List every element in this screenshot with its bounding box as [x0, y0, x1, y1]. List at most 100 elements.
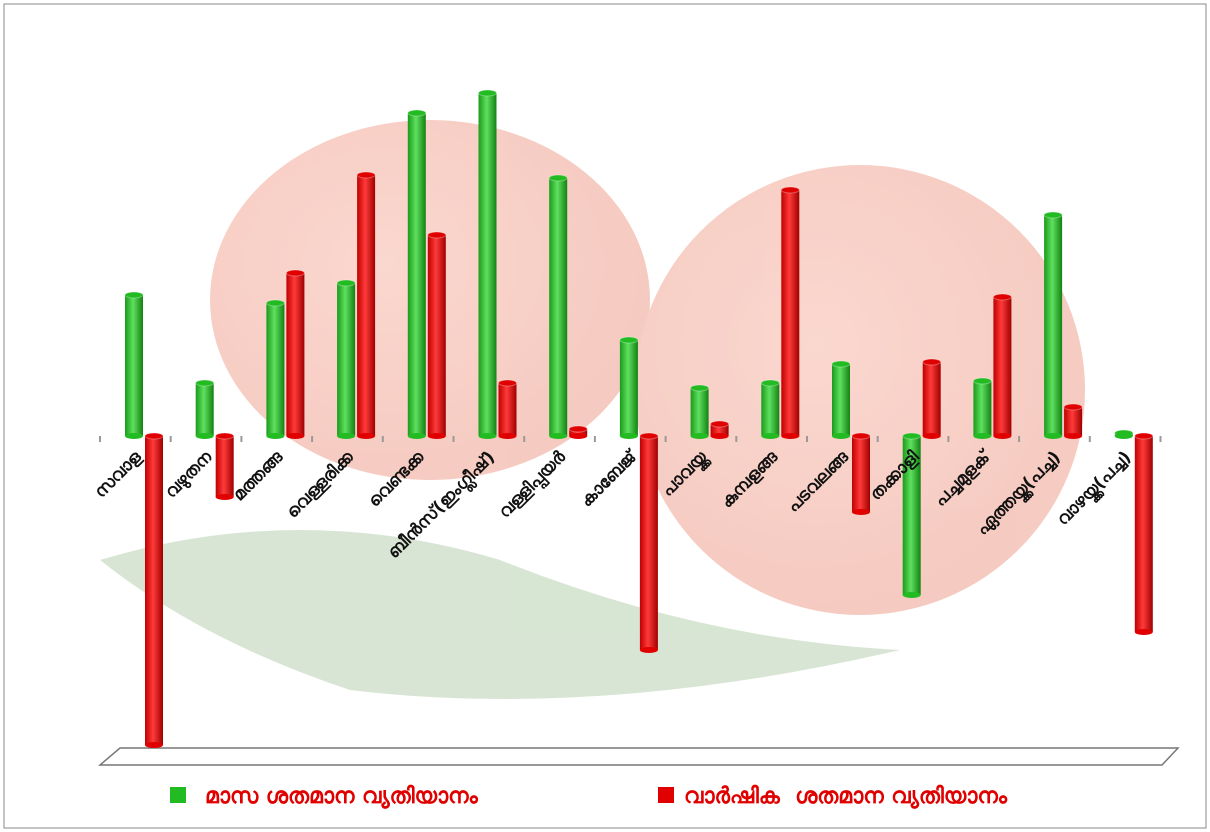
bar-end — [1044, 433, 1062, 439]
bar — [923, 359, 941, 439]
bar-body — [196, 383, 214, 436]
bar-body — [1044, 215, 1062, 436]
bar — [499, 380, 517, 439]
bar-cap — [1135, 433, 1153, 439]
legend-swatch — [658, 787, 674, 803]
bar-end — [357, 433, 375, 439]
bar-cap — [266, 300, 284, 306]
bar-end — [711, 433, 729, 439]
bar-cap — [781, 187, 799, 193]
bar-end — [993, 433, 1011, 439]
bar-cap — [499, 380, 517, 386]
bar — [125, 292, 143, 439]
bar-cap — [761, 380, 779, 386]
bar-end — [337, 433, 355, 439]
bar-body — [145, 436, 163, 745]
bar — [266, 300, 284, 439]
bar-cap — [620, 337, 638, 343]
bar — [691, 385, 709, 439]
bar-body — [408, 113, 426, 436]
bar-body — [1135, 436, 1153, 632]
bar — [1044, 212, 1062, 439]
bar-end — [216, 494, 234, 500]
bar-end — [923, 433, 941, 439]
bar-end — [1064, 433, 1082, 439]
bar-end — [428, 433, 446, 439]
bar-end — [761, 433, 779, 439]
bar — [479, 90, 497, 439]
bar — [781, 187, 799, 439]
bar-end — [479, 433, 497, 439]
bar — [196, 380, 214, 439]
bar-cap — [337, 280, 355, 286]
bar-end — [125, 433, 143, 439]
bar-body — [266, 303, 284, 436]
bar-body — [832, 364, 850, 436]
legend-label: മാസ ശതമാന വ്യതിയാനം — [205, 784, 479, 810]
bar — [1135, 433, 1153, 635]
bar — [852, 433, 870, 515]
bar-end — [852, 509, 870, 515]
bar — [761, 380, 779, 439]
bar-cap — [852, 433, 870, 439]
bar-end — [549, 433, 567, 439]
bar-cap — [125, 292, 143, 298]
bar-cap — [196, 380, 214, 386]
bar — [549, 175, 567, 439]
bar-cap — [357, 172, 375, 178]
legend-swatch — [170, 787, 186, 803]
bar — [993, 294, 1011, 439]
bar-body — [357, 175, 375, 436]
bar — [357, 172, 375, 439]
bar-cap — [479, 90, 497, 96]
bar-end — [266, 433, 284, 439]
bar — [973, 378, 991, 439]
bar-end — [691, 433, 709, 439]
bar-body — [1064, 407, 1082, 436]
bar-cap — [428, 232, 446, 238]
bar — [408, 110, 426, 439]
bar-cap — [1044, 212, 1062, 218]
bar-end — [1115, 433, 1133, 439]
bar-cap — [923, 359, 941, 365]
bar-cap — [216, 433, 234, 439]
bar-end — [973, 433, 991, 439]
bar-cap — [1064, 404, 1082, 410]
bar — [337, 280, 355, 439]
bar-body — [973, 381, 991, 436]
bar-body — [691, 388, 709, 436]
bar — [832, 361, 850, 439]
bar — [569, 426, 587, 439]
bar — [1115, 430, 1133, 439]
bar-end — [640, 647, 658, 653]
bar — [640, 433, 658, 653]
bar-cap — [549, 175, 567, 181]
bar — [711, 421, 729, 439]
bar-cap — [569, 426, 587, 432]
bar — [145, 433, 163, 748]
bar-end — [569, 433, 587, 439]
bar-body — [479, 93, 497, 436]
bar-end — [196, 433, 214, 439]
bar-end — [903, 592, 921, 598]
bar-body — [640, 436, 658, 650]
bar-body — [125, 295, 143, 436]
bar-body — [286, 273, 304, 436]
bar-end — [620, 433, 638, 439]
bar-end — [408, 433, 426, 439]
bar-cap — [640, 433, 658, 439]
bar-body — [337, 283, 355, 436]
bar-cap — [993, 294, 1011, 300]
bar-end — [499, 433, 517, 439]
bar-end — [1135, 629, 1153, 635]
bar-end — [286, 433, 304, 439]
legend-label: വാർഷിക ശതമാന വ്യതിയാനം — [684, 784, 1008, 810]
bar-cap — [408, 110, 426, 116]
bar-end — [781, 433, 799, 439]
bar-cap — [832, 361, 850, 367]
bar-body — [499, 383, 517, 436]
bar-end — [145, 742, 163, 748]
bar-cap — [691, 385, 709, 391]
bar — [1064, 404, 1082, 439]
bar-body — [549, 178, 567, 436]
